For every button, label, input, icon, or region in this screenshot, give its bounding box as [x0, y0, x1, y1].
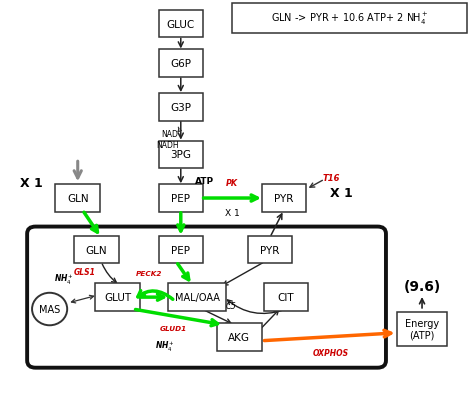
- Text: NH$_4^+$: NH$_4^+$: [155, 339, 174, 353]
- Text: ATP: ATP: [195, 176, 214, 185]
- FancyBboxPatch shape: [158, 94, 203, 122]
- Text: PEP: PEP: [171, 194, 190, 204]
- FancyBboxPatch shape: [397, 312, 447, 346]
- Text: C5: C5: [225, 301, 236, 310]
- FancyBboxPatch shape: [158, 11, 203, 38]
- Text: PYR: PYR: [274, 194, 293, 204]
- Text: GLS1: GLS1: [74, 268, 96, 277]
- Text: X 1: X 1: [225, 209, 240, 217]
- Text: GLUT: GLUT: [104, 292, 131, 302]
- Text: NAD
NADH: NAD NADH: [156, 129, 178, 149]
- FancyBboxPatch shape: [158, 141, 203, 169]
- Text: GLN -> PYR + 10.6 ATP+ 2 NH$_4^+$: GLN -> PYR + 10.6 ATP+ 2 NH$_4^+$: [271, 11, 428, 27]
- FancyBboxPatch shape: [158, 185, 203, 213]
- Text: GLN: GLN: [86, 245, 107, 255]
- Text: CIT: CIT: [278, 292, 294, 302]
- Text: NH$_4^+$: NH$_4^+$: [54, 272, 73, 286]
- FancyBboxPatch shape: [55, 185, 100, 213]
- Ellipse shape: [32, 293, 67, 326]
- Text: GLUD1: GLUD1: [160, 325, 187, 331]
- FancyBboxPatch shape: [264, 284, 309, 311]
- FancyBboxPatch shape: [95, 284, 140, 311]
- Text: PECK2: PECK2: [136, 271, 162, 277]
- FancyBboxPatch shape: [168, 284, 227, 311]
- FancyBboxPatch shape: [158, 50, 203, 78]
- Text: G3P: G3P: [170, 103, 191, 113]
- Text: OXPHOS: OXPHOS: [313, 348, 349, 357]
- Text: MAS: MAS: [39, 304, 60, 314]
- Text: X 1: X 1: [19, 176, 42, 189]
- FancyBboxPatch shape: [232, 4, 466, 34]
- Text: Energy
(ATP): Energy (ATP): [405, 318, 439, 340]
- Text: T16: T16: [322, 174, 340, 183]
- Text: G6P: G6P: [170, 59, 191, 69]
- Text: PEP: PEP: [171, 245, 190, 255]
- FancyBboxPatch shape: [247, 236, 292, 264]
- FancyBboxPatch shape: [158, 236, 203, 264]
- Text: PK: PK: [226, 178, 238, 187]
- FancyBboxPatch shape: [27, 227, 386, 368]
- Text: PYR: PYR: [260, 245, 280, 255]
- Text: GLN: GLN: [67, 194, 89, 204]
- Text: MAL/OAA: MAL/OAA: [175, 292, 219, 302]
- Text: GLUC: GLUC: [167, 20, 195, 30]
- FancyBboxPatch shape: [217, 323, 262, 351]
- FancyBboxPatch shape: [262, 185, 306, 213]
- Text: 3PG: 3PG: [170, 150, 191, 160]
- FancyBboxPatch shape: [74, 236, 118, 264]
- Text: X 1: X 1: [329, 186, 352, 199]
- Text: AKG: AKG: [228, 332, 250, 342]
- Text: (9.6): (9.6): [403, 279, 441, 294]
